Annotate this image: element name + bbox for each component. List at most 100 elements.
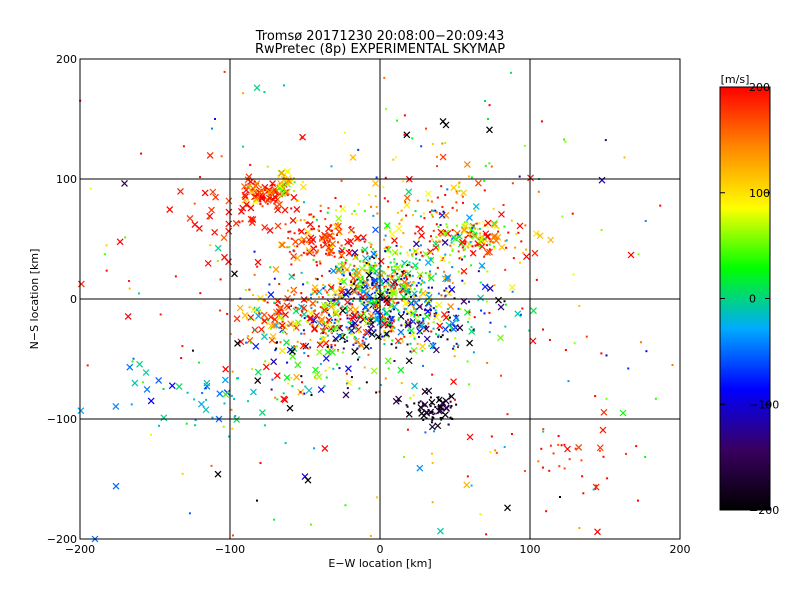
data-point <box>300 254 303 257</box>
data-point <box>602 455 605 458</box>
data-point <box>302 251 305 254</box>
data-point <box>332 251 335 254</box>
data-point-x <box>403 194 411 202</box>
data-point <box>463 282 466 285</box>
data-point <box>287 237 290 240</box>
data-point <box>314 277 317 280</box>
data-point <box>303 201 306 204</box>
data-point-x <box>77 280 85 288</box>
data-point-x <box>273 203 281 210</box>
data-point-x <box>147 397 155 405</box>
data-point <box>300 375 303 378</box>
data-point <box>352 343 355 346</box>
data-point <box>337 320 340 323</box>
data-point <box>357 148 360 151</box>
data-point <box>410 311 413 314</box>
data-point <box>211 416 214 419</box>
data-point <box>365 309 368 312</box>
data-point <box>406 251 409 254</box>
data-point <box>387 250 390 253</box>
data-point <box>259 200 262 203</box>
data-point <box>376 496 379 499</box>
data-point-x <box>466 339 474 347</box>
data-point-x <box>126 363 134 371</box>
data-point <box>368 268 371 271</box>
data-point <box>439 320 442 323</box>
data-point <box>105 269 108 272</box>
data-point-x <box>321 444 329 452</box>
data-point-x <box>209 188 217 196</box>
data-point <box>324 369 327 372</box>
data-point <box>366 285 369 288</box>
data-point-x <box>284 174 292 182</box>
data-point <box>365 381 368 384</box>
data-point <box>324 218 327 221</box>
data-point <box>286 194 289 197</box>
data-point <box>479 245 482 248</box>
data-point <box>188 512 191 515</box>
data-point <box>466 360 469 363</box>
data-point-x <box>388 230 396 238</box>
data-point-x <box>367 312 375 320</box>
data-point <box>373 291 376 294</box>
data-point <box>256 499 258 502</box>
data-point <box>360 277 363 280</box>
data-point <box>409 350 412 353</box>
data-point <box>389 325 392 328</box>
data-point <box>497 230 500 233</box>
data-point <box>474 235 477 238</box>
data-point <box>431 286 434 289</box>
data-point <box>407 288 410 291</box>
data-point <box>386 282 389 285</box>
data-point <box>303 219 306 222</box>
data-point <box>397 280 400 283</box>
data-point <box>328 270 331 273</box>
data-point <box>537 460 540 463</box>
data-point <box>379 383 382 386</box>
data-point-x <box>351 311 359 319</box>
data-point <box>343 340 346 343</box>
data-point <box>358 387 361 390</box>
data-point <box>489 321 492 324</box>
data-point <box>382 186 385 189</box>
data-point <box>464 240 467 243</box>
data-point <box>242 92 245 95</box>
data-point <box>293 177 296 180</box>
data-point <box>422 364 425 367</box>
data-point <box>357 315 360 318</box>
data-point <box>441 240 444 243</box>
data-point <box>303 352 306 355</box>
data-point <box>274 195 277 198</box>
data-point-x <box>310 245 317 252</box>
data-point <box>89 187 92 190</box>
data-point <box>271 184 274 187</box>
data-point-x <box>252 342 260 350</box>
data-point-x <box>423 335 431 343</box>
data-point <box>307 354 310 357</box>
data-point <box>368 256 371 259</box>
data-point-x <box>225 197 233 205</box>
data-point <box>425 325 428 328</box>
data-point <box>333 339 336 342</box>
data-point <box>440 404 443 407</box>
data-point-x <box>338 285 346 293</box>
data-point <box>345 372 348 375</box>
data-point-x <box>345 379 353 387</box>
data-point <box>528 329 531 332</box>
data-point <box>481 266 484 269</box>
data-point <box>557 434 560 437</box>
data-point-x <box>225 220 233 228</box>
data-point <box>292 299 295 302</box>
data-point <box>427 272 430 275</box>
x-tick-label: −200 <box>65 543 95 556</box>
data-point-x <box>392 397 400 405</box>
data-point <box>364 338 367 341</box>
data-point <box>483 312 486 315</box>
data-point <box>473 209 476 212</box>
data-point-x <box>599 426 607 434</box>
colorbar-tick-label: 200 <box>749 81 770 94</box>
data-point <box>328 283 331 286</box>
data-point-x <box>432 313 440 321</box>
